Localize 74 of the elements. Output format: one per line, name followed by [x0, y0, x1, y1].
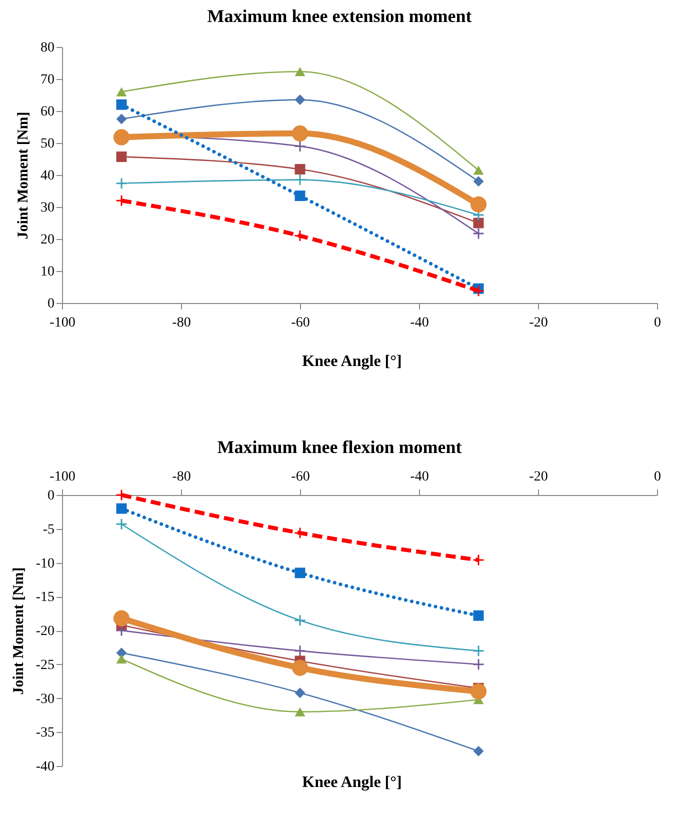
point — [294, 707, 306, 716]
x-axis-title: Knee Angle [°] — [302, 353, 402, 370]
x-tick-label: 0 — [654, 316, 661, 330]
y-tick-label: 40 — [40, 168, 54, 184]
y-tick-label: -10 — [36, 556, 54, 572]
point — [294, 94, 306, 106]
y-tick-label: 10 — [40, 264, 54, 280]
point — [292, 125, 308, 142]
point — [116, 624, 128, 636]
point — [472, 658, 484, 670]
point — [116, 489, 128, 501]
y-tick-label: -20 — [36, 624, 54, 639]
x-tick-label: -60 — [291, 316, 310, 330]
y-tick-label: 30 — [40, 200, 54, 216]
point — [113, 610, 130, 626]
x-tick-label: -100 — [50, 316, 76, 330]
x-tick-label: -20 — [529, 470, 548, 484]
point — [116, 654, 127, 664]
point — [294, 688, 306, 698]
x-tick-label: -40 — [410, 470, 429, 484]
point — [294, 568, 306, 578]
point — [473, 746, 484, 756]
y-tick-label: -15 — [36, 590, 54, 606]
point — [470, 683, 487, 700]
y-tick-label: 60 — [40, 104, 54, 120]
y-axis-title: Joint Moment [Nm] — [16, 112, 32, 240]
point — [473, 166, 484, 175]
point — [473, 610, 484, 621]
point — [472, 644, 484, 657]
x-tick-label: -80 — [172, 316, 191, 330]
y-tick-label: 0 — [48, 488, 54, 504]
point — [116, 518, 128, 530]
x-tick-label: -40 — [410, 316, 429, 330]
chart-title: Maximum knee flexion moment — [217, 437, 462, 457]
point — [294, 614, 306, 626]
y-tick-label: -5 — [42, 522, 54, 538]
point — [292, 660, 308, 676]
y-tick-label: 0 — [48, 296, 54, 312]
y-tick-label: 20 — [40, 232, 54, 248]
y-axis-title: Joint Moment [Nm] — [10, 567, 27, 695]
y-tick-label: -35 — [36, 726, 54, 741]
x-tick-label: -20 — [529, 316, 548, 330]
point — [116, 152, 127, 162]
y-tick-label: 70 — [40, 72, 54, 88]
point — [294, 190, 306, 202]
point — [116, 648, 127, 658]
point — [294, 67, 306, 76]
point — [116, 99, 127, 110]
y-tick-label: 80 — [40, 40, 54, 56]
point — [116, 177, 128, 190]
point — [472, 284, 484, 297]
point — [113, 129, 130, 146]
point — [294, 174, 306, 186]
point — [294, 230, 306, 242]
x-tick-label: -100 — [50, 470, 76, 484]
y-tick-label: 50 — [40, 136, 54, 152]
point — [473, 176, 484, 187]
point — [294, 140, 306, 152]
point — [294, 644, 306, 657]
point — [470, 196, 487, 212]
x-axis-title: Knee Angle [°] — [302, 774, 402, 791]
x-tick-label: -80 — [172, 470, 191, 484]
x-tick-label: 0 — [654, 470, 661, 484]
y-tick-label: -30 — [36, 692, 54, 707]
point — [116, 114, 127, 124]
x-tick-label: -60 — [291, 470, 310, 484]
point — [472, 228, 484, 240]
y-tick-label: -40 — [36, 760, 54, 774]
chart-title: Maximum knee extension moment — [207, 6, 472, 26]
point — [294, 164, 306, 174]
y-tick-label: -25 — [36, 658, 54, 673]
point — [116, 503, 127, 514]
point — [116, 87, 127, 96]
point — [472, 554, 484, 566]
